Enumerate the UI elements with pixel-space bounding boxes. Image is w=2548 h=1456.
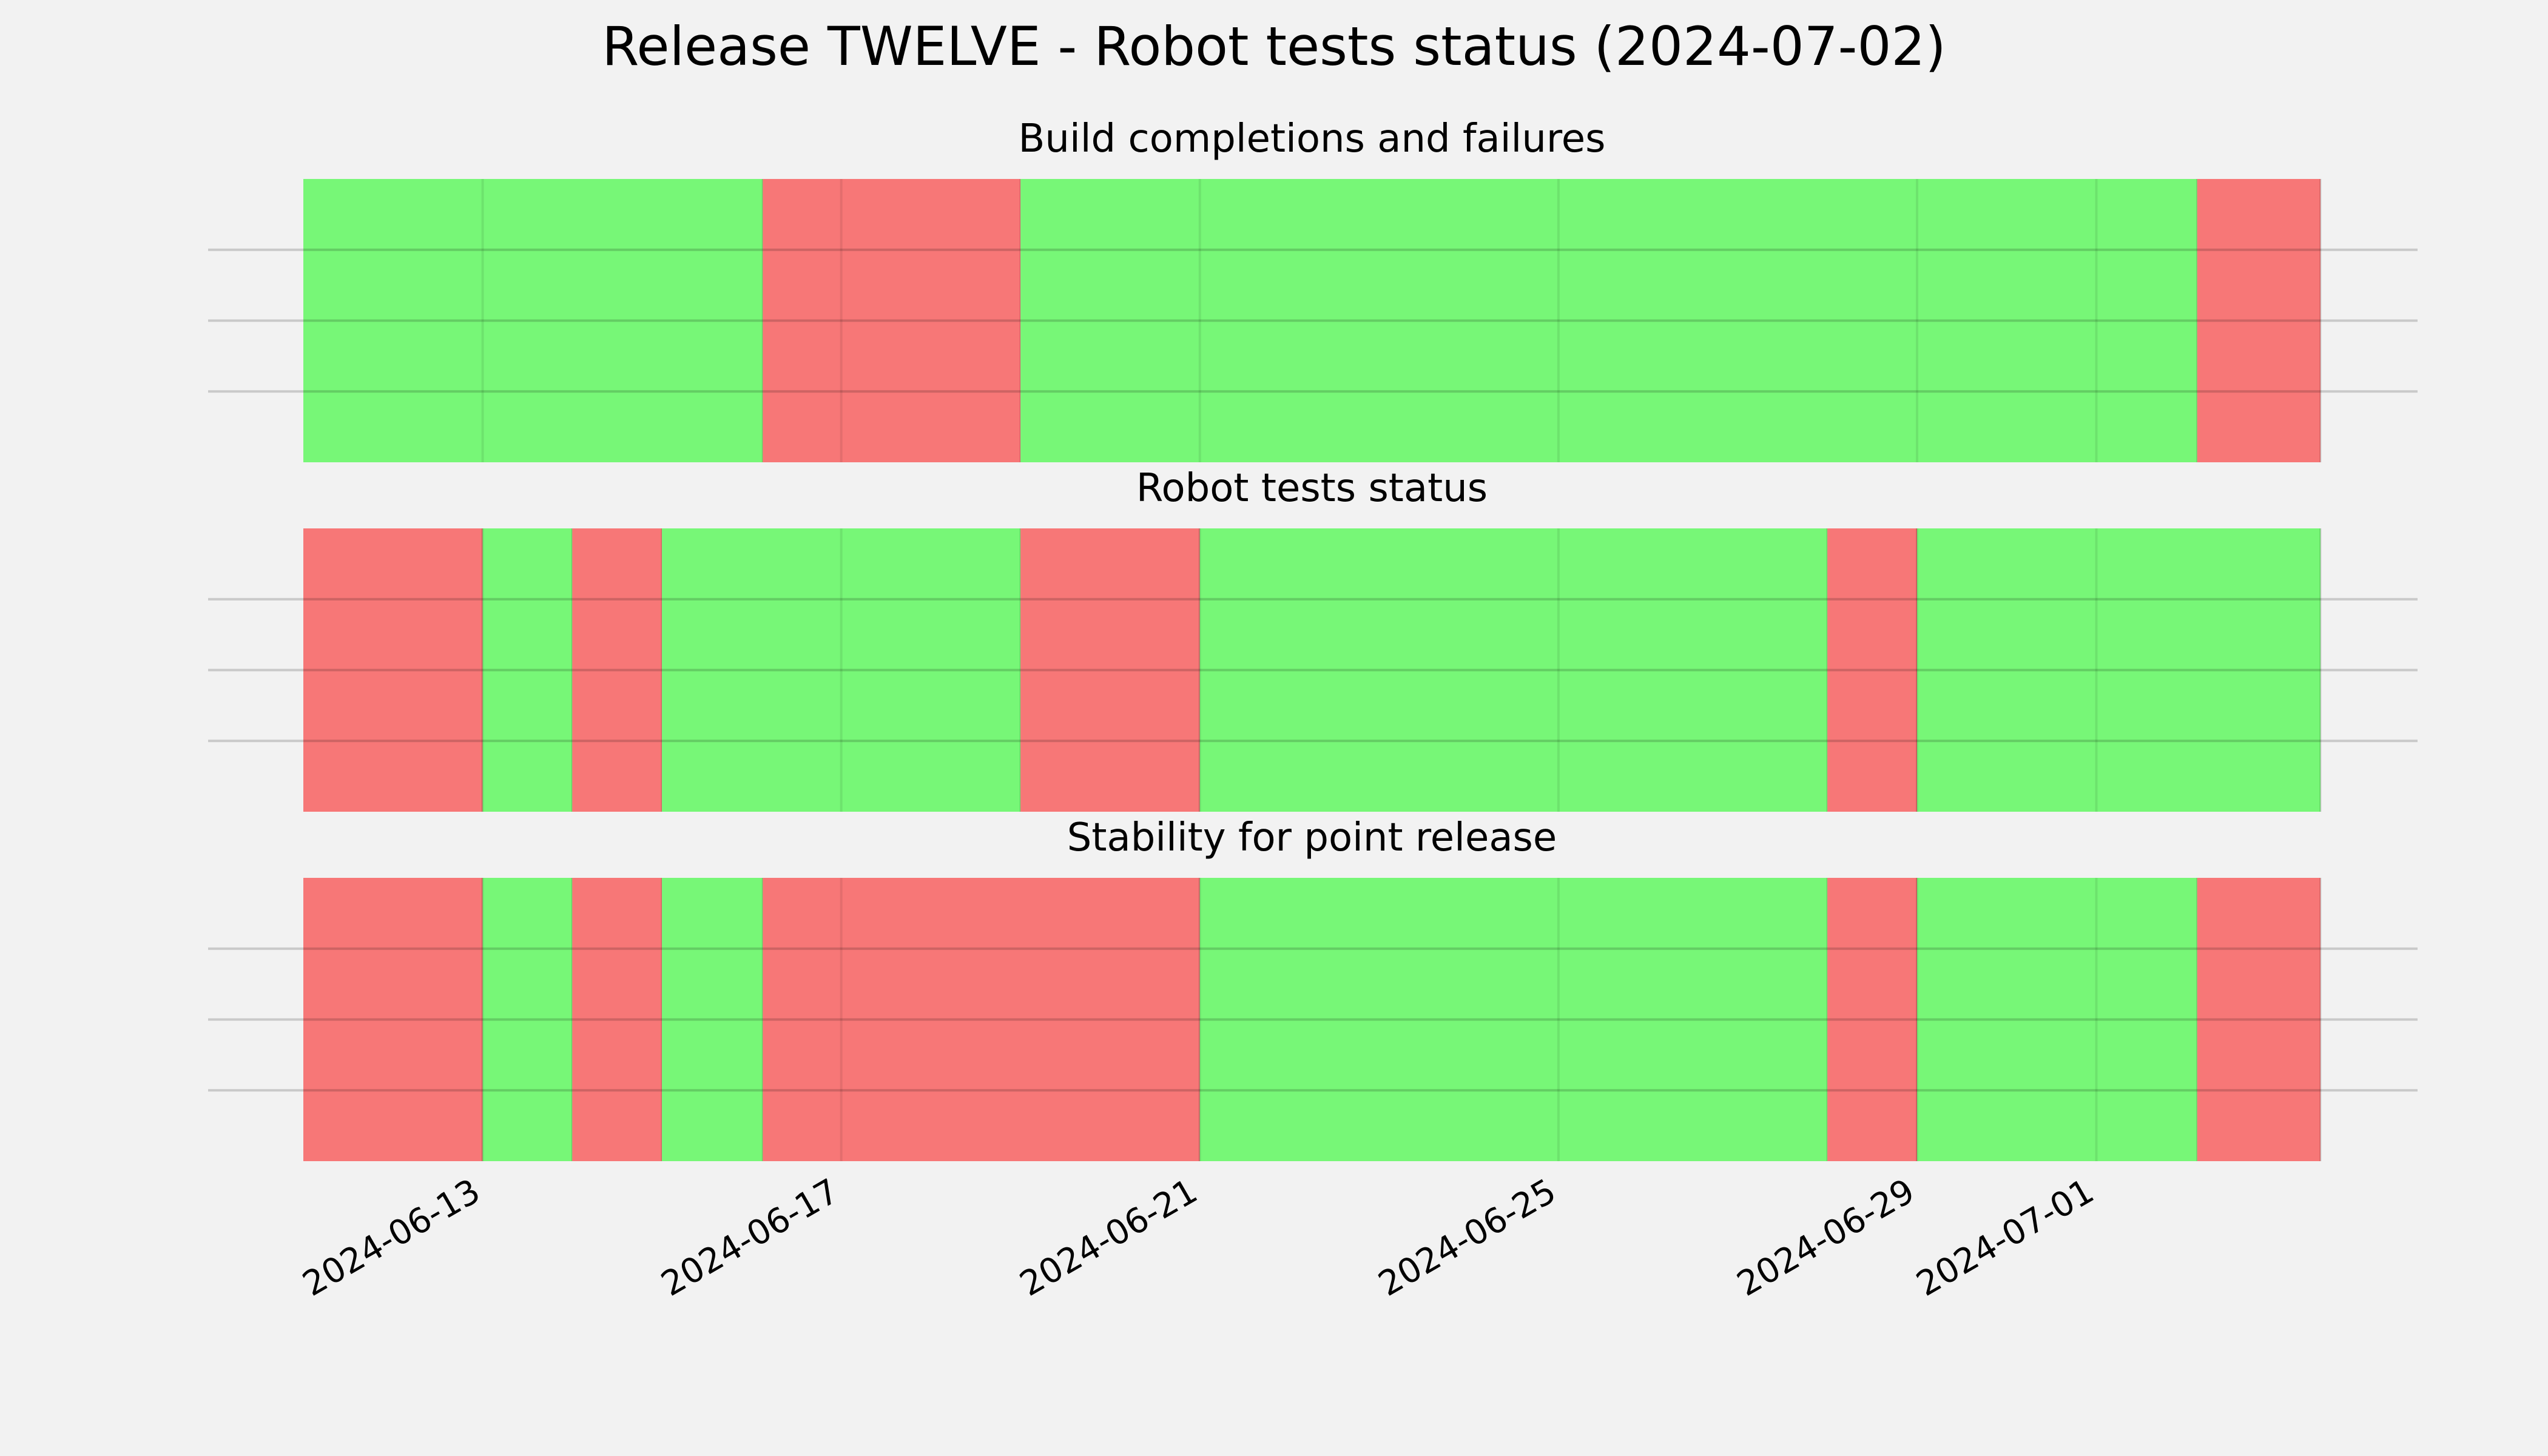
segment-pass [1020, 179, 2197, 462]
panel-title: Stability for point release [1067, 815, 1557, 860]
segment-fail [2197, 179, 2320, 462]
x-tick-label: 2024-06-25 [1372, 1171, 1563, 1304]
x-axis: 2024-06-13 2024-06-17 2024-06-21 2024-06-25… [296, 1171, 2100, 1304]
segment-pass [303, 179, 763, 462]
segment-fail [572, 528, 662, 812]
segment-pass [662, 528, 1021, 812]
segment-pass [1199, 528, 1828, 812]
panel-title: Robot tests status [1136, 466, 1488, 511]
chart-title: Release TWELVE - Robot tests status (202… [602, 15, 1946, 78]
panel-3: Stability for point release [208, 815, 2418, 1161]
segment-fail [1020, 528, 1200, 812]
segment-fail [1827, 528, 1917, 812]
segment-pass [662, 878, 763, 1161]
segment-pass [482, 878, 573, 1161]
panel-1: Build completions and failures [208, 116, 2418, 462]
x-tick-label: 2024-06-13 [296, 1171, 487, 1304]
segment-pass [1917, 878, 2197, 1161]
segment-fail [303, 878, 483, 1161]
segment-fail [1827, 878, 1917, 1161]
segment-fail [2197, 878, 2320, 1161]
segment-fail [303, 528, 483, 812]
segment-pass [1199, 878, 1828, 1161]
panel-2: Robot tests status [208, 466, 2418, 812]
x-tick-label: 2024-06-29 [1731, 1171, 1921, 1304]
segment-pass [1917, 528, 2320, 812]
segment-fail [763, 179, 1021, 462]
x-tick-label: 2024-06-21 [1013, 1171, 1204, 1304]
panels: Build completions and failures Robot test… [208, 116, 2418, 1161]
x-tick-label: 2024-06-17 [655, 1171, 845, 1304]
panel-title: Build completions and failures [1019, 116, 1606, 161]
segment-pass [482, 528, 573, 812]
segment-fail [763, 878, 1200, 1161]
x-tick-label: 2024-07-01 [1910, 1171, 2100, 1304]
segment-fail [572, 878, 662, 1161]
